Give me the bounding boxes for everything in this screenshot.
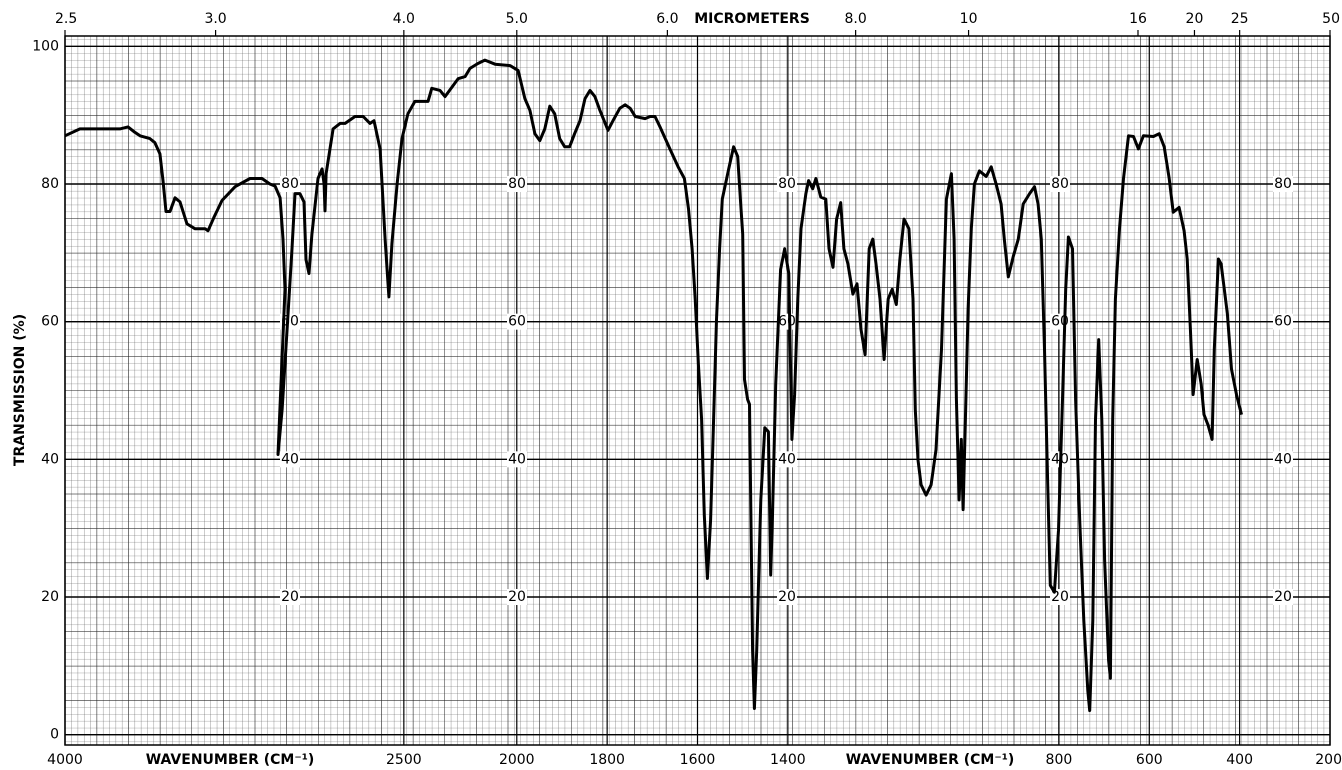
label-bg	[280, 175, 300, 192]
label-bg	[1273, 451, 1293, 468]
x2-tick-label: 25	[1231, 11, 1249, 27]
x2-tick-label: 6.0	[656, 11, 678, 27]
label-bg	[777, 451, 797, 468]
label-bg	[280, 589, 300, 606]
x2-tick-label: 50	[1322, 11, 1340, 27]
y-tick-label-inner: 80	[281, 176, 299, 192]
label-bg	[507, 175, 527, 192]
label-bg	[1050, 175, 1070, 192]
x-tick-label: 800	[1046, 752, 1073, 768]
label-bg	[280, 451, 300, 468]
x2-axis-title: MICROMETERS	[694, 11, 810, 27]
x2-tick-label: 5.0	[506, 11, 528, 27]
x-tick-label: 600	[1136, 752, 1163, 768]
y-tick-label: 40	[41, 451, 59, 467]
label-bg	[1273, 175, 1293, 192]
x-tick-label: 1400	[770, 752, 806, 768]
x2-tick-label: 4.0	[393, 11, 415, 27]
y-tick-label-inner: 20	[778, 589, 796, 605]
label-bg	[1273, 589, 1293, 606]
label-bg	[507, 313, 527, 330]
y-tick-label: 20	[41, 589, 59, 605]
label-bg	[507, 451, 527, 468]
y-tick-label-inner: 20	[1274, 589, 1292, 605]
x2-tick-label: 3.0	[204, 11, 226, 27]
y-tick-label-inner: 60	[281, 314, 299, 330]
x-tick-label: 4000	[47, 752, 83, 768]
x-tick-label: 2000	[499, 752, 535, 768]
y-tick-label-inner: 60	[778, 314, 796, 330]
x2-tick-label: 20	[1186, 11, 1204, 27]
y-tick-label: 80	[41, 176, 59, 192]
y-tick-label-inner: 60	[508, 314, 526, 330]
y-tick-label: 60	[41, 314, 59, 330]
spectrum-line	[64, 58, 1243, 713]
label-bg	[777, 589, 797, 606]
y-tick-label-inner: 40	[281, 451, 299, 467]
y-tick-label-inner: 40	[1274, 451, 1292, 467]
x-tick-label: 1800	[589, 752, 625, 768]
x2-tick-label: 10	[960, 11, 978, 27]
label-bg	[777, 313, 797, 330]
y-tick-label-inner: 40	[508, 451, 526, 467]
x-tick-label: 2500	[386, 752, 422, 768]
y-tick-label-inner: 20	[508, 589, 526, 605]
x2-tick-label: 8.0	[844, 11, 866, 27]
x2-tick-label: 2.5	[55, 11, 77, 27]
y-tick-label-inner: 80	[1051, 176, 1069, 192]
grid	[64, 35, 1331, 746]
y-axis-title: TRANSMISSION (%)	[12, 314, 28, 466]
x-tick-label: 1600	[680, 752, 716, 768]
y-tick-label-inner: 20	[281, 589, 299, 605]
y-tick-label-inner: 60	[1274, 314, 1292, 330]
x2-tick-label: 16	[1129, 11, 1147, 27]
y-tick-label-inner: 80	[778, 176, 796, 192]
label-bg	[777, 175, 797, 192]
x-tick-label: 400	[1226, 752, 1253, 768]
label-bg	[1273, 313, 1293, 330]
y-tick-label-inner: 80	[1274, 176, 1292, 192]
label-bg	[507, 589, 527, 606]
x-tick-label: 200	[1315, 752, 1342, 768]
x-axis-title: WAVENUMBER (CM⁻¹)	[146, 752, 315, 768]
y-tick-label-inner: 80	[508, 176, 526, 192]
y-tick-label-inner: 40	[778, 451, 796, 467]
y-tick-label: 100	[32, 38, 59, 54]
y-tick-label: 0	[50, 727, 59, 743]
x-axis-title: WAVENUMBER (CM⁻¹)	[846, 752, 1015, 768]
